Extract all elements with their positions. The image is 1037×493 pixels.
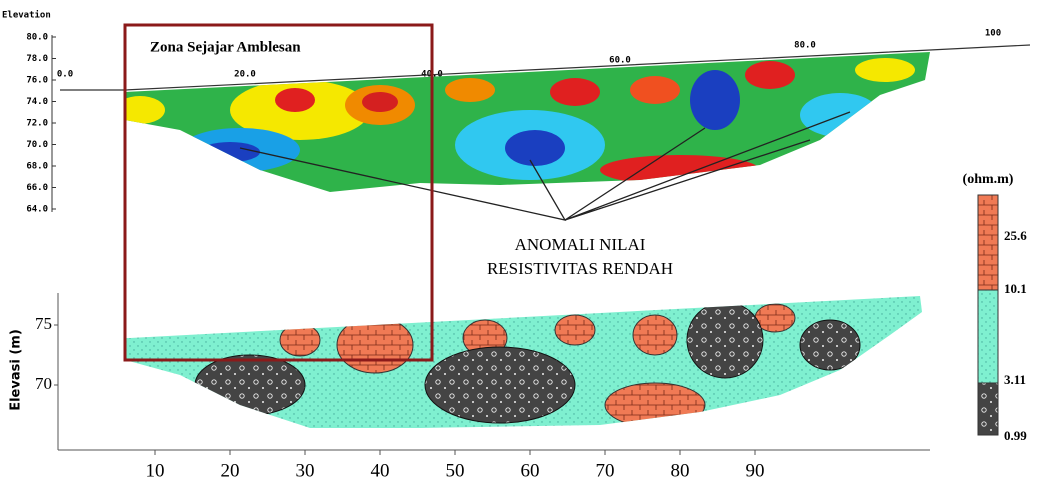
bottom-axis-label: Elevasi (m) [9,329,24,411]
annotation: ANOMALI NILAI [515,235,646,254]
y-tick-label: 64.0 [26,205,48,215]
y-tick-label: 66.0 [26,183,48,193]
x-tick-label: 60.0 [609,56,631,66]
x-tick-label: 20 [221,460,240,481]
x-tick-label: 80.0 [794,41,816,51]
annotation: RESISTIVITAS RENDAH [487,259,673,278]
y-tick-label: 68.0 [26,162,48,172]
x-tick-label: 70 [596,460,615,481]
resistivity-section [125,52,930,192]
legend-label: 3.11 [1004,372,1026,387]
x-tick-label: 20.0 [234,70,256,80]
legend-label: 25.6 [1004,228,1027,243]
top-axis-label: Elevation [2,10,51,21]
y-tick-label: 76.0 [26,76,48,86]
legend-swatch [977,382,999,436]
x-tick-label: 40 [371,460,390,481]
bottom-ticks: 75 70 10 20 30 40 50 60 70 80 90 [35,314,765,481]
legend-labels: 25.6 10.1 3.11 0.99 [1004,228,1027,443]
zone-box [123,23,434,362]
legend-swatch [977,194,999,291]
lithology-section [125,296,922,428]
y-tick-label: 70.0 [26,140,48,150]
y-tick-label: 72.0 [26,119,48,129]
x-tick-label: 80 [671,460,690,481]
y-tick-label: 74.0 [26,97,48,107]
legend-label: 0.99 [1004,428,1027,443]
x-tick-label: 10 [146,460,165,481]
x-tick-label: 90 [746,460,765,481]
legend-label: 10.1 [1004,281,1027,296]
x-tick-label: 60 [521,460,540,481]
legend-unit: (ohm.m) [963,172,1014,187]
x-tick-label: 100 [985,29,1001,39]
topography [60,44,1031,91]
zone-label: Zona Sejajar Amblesan [150,39,301,55]
annotation-lines [239,111,851,221]
y-tick-label: 75 [35,314,52,333]
x-tick-label: 0.0 [57,70,73,80]
y-tick-label: 70 [35,374,52,393]
y-tick-label: 80.0 [26,33,48,43]
y-tick-label: 78.0 [26,54,48,64]
x-tick-label: 50 [446,460,465,481]
legend-swatch [977,289,999,384]
x-tick-label: 30 [296,460,315,481]
